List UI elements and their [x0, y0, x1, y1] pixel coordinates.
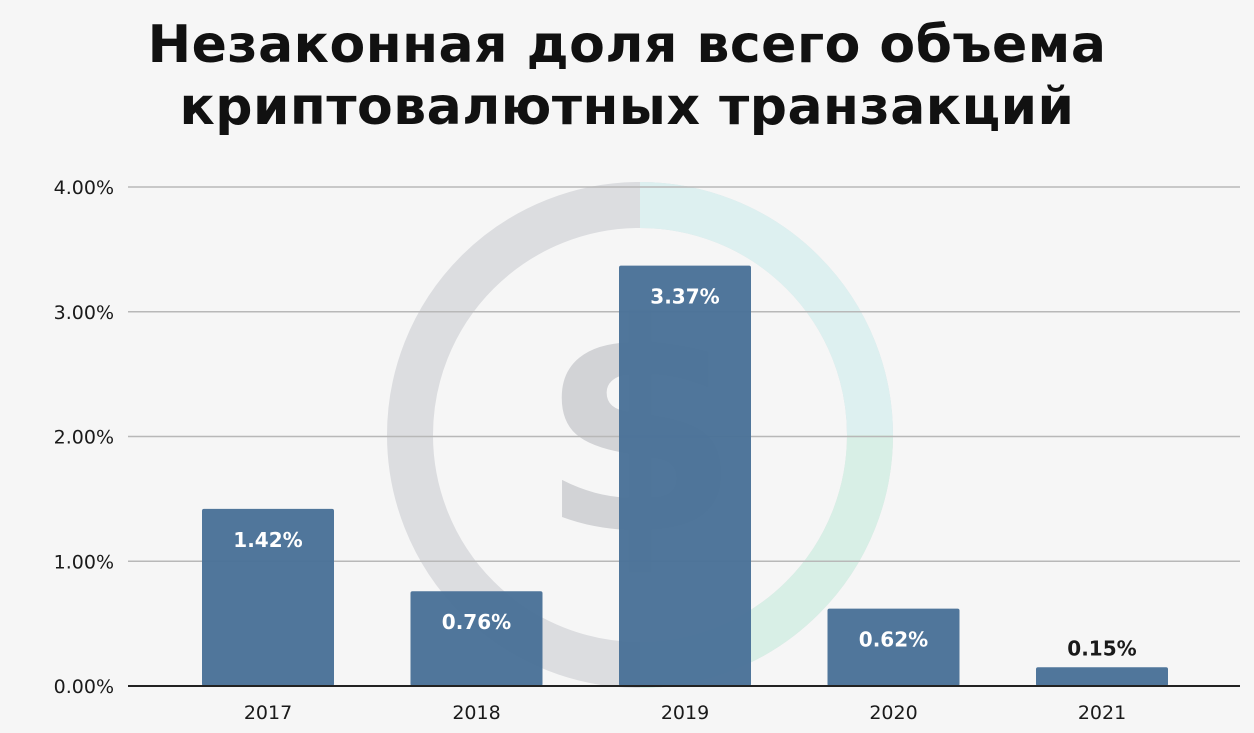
chart-title-line-1: Незаконная доля всего объема [147, 15, 1107, 75]
data-label: 0.76% [442, 610, 511, 634]
chart-title: Незаконная доля всего объема криптовалют… [0, 14, 1254, 138]
y-tick-label: 4.00% [54, 177, 114, 199]
chart-title-line-2: криптовалютных транзакций [179, 77, 1075, 137]
x-tick-label: 2018 [452, 702, 500, 724]
data-labels: 1.42% 0.76% 3.37% 0.62% 0.15% [233, 285, 1136, 661]
watermark-ring-segment [639, 182, 893, 436]
data-label: 0.15% [1067, 636, 1136, 660]
x-tick-label: 2020 [869, 702, 917, 724]
y-tick-label: 0.00% [54, 676, 114, 698]
x-tick-label: 2019 [661, 702, 709, 724]
y-axis-tick-labels: 0.00% 1.00% 2.00% 3.00% 4.00% [54, 177, 114, 698]
data-label: 0.62% [859, 628, 928, 652]
bar [202, 508, 334, 686]
bar [827, 608, 960, 686]
data-label: 3.37% [650, 285, 719, 309]
bar-series [202, 265, 1168, 686]
y-tick-label: 3.00% [54, 302, 114, 324]
y-tick-label: 1.00% [54, 551, 114, 573]
x-tick-label: 2021 [1078, 702, 1126, 724]
bar [619, 265, 751, 686]
x-tick-label: 2017 [244, 702, 292, 724]
x-axis-tick-labels: 2017 2018 2019 2020 2021 [244, 702, 1126, 724]
data-label: 1.42% [233, 528, 302, 552]
bar [410, 591, 543, 686]
y-tick-label: 2.00% [54, 427, 114, 449]
bar [1036, 667, 1168, 686]
